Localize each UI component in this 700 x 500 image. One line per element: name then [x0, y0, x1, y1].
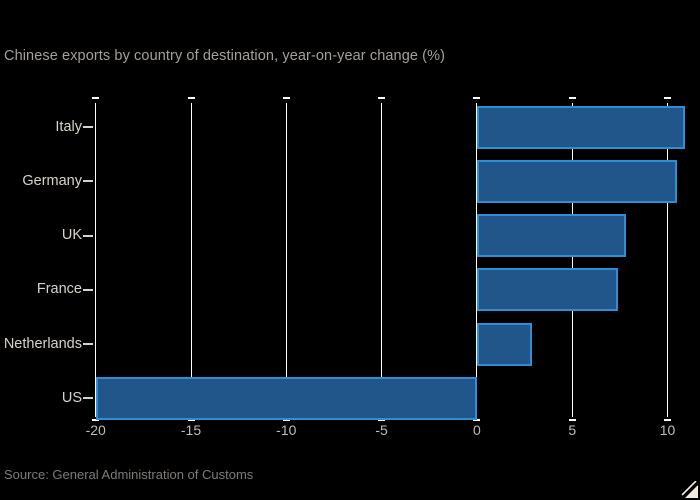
- bar-germany: [476, 159, 678, 203]
- axis-tick-top--5: [378, 97, 386, 99]
- category-tick-us: [83, 397, 93, 400]
- category-label-uk: UK: [61, 227, 82, 244]
- category-tick-germany: [83, 180, 93, 183]
- x-tick-label--10: -10: [276, 422, 297, 438]
- gridline-5: [571, 103, 573, 417]
- x-tick-label--15: -15: [180, 422, 202, 438]
- axis-tick-top--15: [187, 97, 195, 99]
- expand-icon-triangle: [685, 485, 698, 498]
- bar-italy: [476, 105, 685, 149]
- category-label-us: US: [61, 389, 82, 406]
- axis-tick-top-0: [473, 97, 481, 99]
- gridline--20: [95, 103, 97, 417]
- gridline--15: [190, 103, 192, 417]
- axis-tick-top-10: [664, 97, 672, 99]
- chart-title: Chinese exports by country of destinatio…: [4, 48, 446, 64]
- axis-tick-bottom--15: [187, 419, 195, 421]
- category-tick-netherlands: [83, 343, 93, 345]
- category-label-italy: Italy: [55, 118, 82, 135]
- category-tick-france: [83, 288, 93, 291]
- category-label-france: France: [36, 281, 82, 298]
- gridline-0: [476, 103, 478, 417]
- axis-tick-top-5: [568, 97, 576, 99]
- axis-tick-top--10: [282, 97, 290, 99]
- x-tick-label--5: -5: [375, 422, 388, 438]
- axis-tick-top--20: [92, 97, 100, 99]
- bar-us: [95, 376, 477, 420]
- bar-uk: [476, 214, 626, 258]
- expand-icon[interactable]: [681, 481, 699, 499]
- gridline--10: [285, 103, 287, 417]
- category-tick-italy: [83, 126, 93, 129]
- x-tick-label-0: 0: [473, 422, 481, 438]
- axis-tick-bottom-0: [473, 419, 481, 421]
- x-tick-label--20: -20: [85, 422, 106, 438]
- bar-netherlands: [476, 322, 533, 366]
- axis-tick-bottom--20: [92, 419, 100, 421]
- axis-tick-bottom--5: [378, 419, 386, 421]
- axis-tick-bottom-10: [664, 419, 672, 421]
- source-note: Source: General Administration of Custom…: [4, 467, 254, 482]
- axis-tick-bottom--10: [282, 419, 290, 421]
- expand-icon-line: [681, 481, 697, 496]
- gridline--5: [381, 103, 383, 417]
- bar-france: [476, 268, 618, 312]
- axis-tick-bottom-5: [568, 419, 576, 421]
- x-tick-label-10: 10: [659, 422, 676, 438]
- x-tick-label-5: 5: [568, 422, 577, 438]
- category-label-netherlands: Netherlands: [3, 335, 82, 352]
- category-tick-uk: [83, 234, 93, 237]
- gridline-10: [667, 103, 669, 417]
- category-label-germany: Germany: [22, 172, 82, 189]
